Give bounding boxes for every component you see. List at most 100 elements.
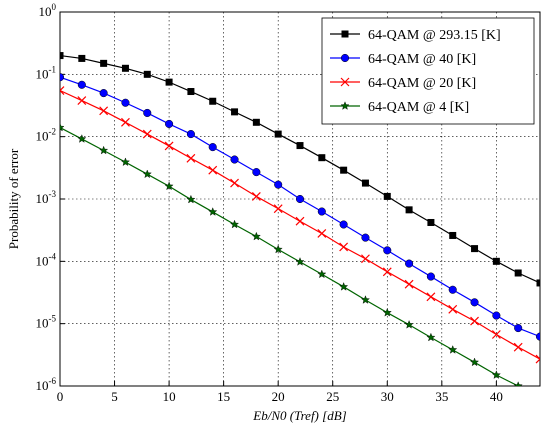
marker xyxy=(121,117,130,127)
marker xyxy=(513,381,523,386)
marker xyxy=(120,157,130,167)
marker xyxy=(492,257,500,265)
marker xyxy=(339,282,349,291)
marker xyxy=(296,142,304,150)
marker xyxy=(186,130,195,139)
x-tick-label: 0 xyxy=(57,389,64,404)
legend-marker xyxy=(340,77,350,87)
marker xyxy=(230,178,239,188)
marker xyxy=(165,119,174,128)
marker xyxy=(426,292,436,302)
marker xyxy=(100,59,108,67)
marker xyxy=(295,257,305,266)
marker xyxy=(77,96,87,105)
y-tick-label: 100 xyxy=(39,2,57,19)
y-tick-label: 10-1 xyxy=(36,64,57,81)
line xyxy=(60,127,519,386)
marker xyxy=(186,194,196,204)
marker xyxy=(78,54,86,62)
marker xyxy=(121,64,129,72)
marker xyxy=(514,324,523,333)
legend-label: 64-QAM @ 293.15 [K] xyxy=(368,28,501,43)
marker xyxy=(361,179,369,187)
marker xyxy=(361,254,370,264)
marker xyxy=(252,168,261,177)
marker xyxy=(448,304,458,314)
line xyxy=(60,89,540,360)
marker xyxy=(426,332,436,342)
marker xyxy=(448,285,457,294)
marker xyxy=(383,246,392,255)
marker xyxy=(427,218,435,226)
marker xyxy=(536,279,540,287)
y-tick-label: 10-4 xyxy=(36,251,57,268)
marker xyxy=(295,216,305,226)
marker xyxy=(339,220,348,229)
legend-marker xyxy=(341,30,349,38)
marker xyxy=(273,244,283,254)
x-tick-label: 25 xyxy=(326,389,339,404)
marker xyxy=(491,370,501,379)
marker xyxy=(405,259,414,268)
marker xyxy=(514,269,522,277)
marker xyxy=(252,118,260,126)
marker xyxy=(142,129,152,139)
marker xyxy=(491,330,501,339)
marker xyxy=(77,80,86,89)
marker xyxy=(208,143,217,152)
marker xyxy=(230,219,240,229)
marker xyxy=(60,122,65,132)
marker xyxy=(99,106,109,116)
marker xyxy=(470,357,480,367)
y-tick-label: 10-6 xyxy=(36,376,57,393)
marker xyxy=(208,207,218,216)
marker xyxy=(209,97,217,105)
marker xyxy=(142,169,152,179)
marker xyxy=(60,52,64,60)
legend-label: 64-QAM @ 4 [K] xyxy=(368,100,469,115)
x-tick-label: 10 xyxy=(163,389,176,404)
marker xyxy=(317,207,326,216)
marker xyxy=(251,191,261,201)
marker xyxy=(404,279,414,289)
marker xyxy=(513,342,523,352)
marker xyxy=(143,70,151,78)
series xyxy=(60,122,523,386)
x-tick-label: 20 xyxy=(272,389,285,404)
y-axis-label: Probability of error xyxy=(6,148,21,249)
marker xyxy=(99,89,108,98)
marker xyxy=(317,229,327,238)
marker xyxy=(60,86,65,95)
marker xyxy=(405,206,413,214)
marker xyxy=(60,73,65,82)
legend-label: 64-QAM @ 40 [K] xyxy=(368,52,476,67)
marker xyxy=(187,88,195,96)
marker xyxy=(121,98,130,107)
series xyxy=(60,86,540,364)
marker xyxy=(535,354,540,364)
plot-frame xyxy=(59,11,541,387)
marker xyxy=(383,192,391,200)
marker xyxy=(99,145,109,155)
marker xyxy=(164,181,174,191)
marker xyxy=(208,165,218,175)
series xyxy=(60,73,540,341)
x-tick-label: 40 xyxy=(490,389,503,404)
marker xyxy=(448,345,458,354)
marker xyxy=(471,245,479,253)
x-axis-label: Eb/N0 (Tref) [dB] xyxy=(252,408,346,423)
series xyxy=(60,52,540,287)
marker xyxy=(143,108,152,118)
marker xyxy=(382,307,392,317)
x-tick-label: 35 xyxy=(435,389,448,404)
marker xyxy=(535,332,540,341)
x-tick-label: 5 xyxy=(111,389,118,404)
x-tick-label: 30 xyxy=(381,389,394,404)
marker xyxy=(165,78,173,86)
marker xyxy=(251,231,261,241)
marker xyxy=(449,231,457,239)
legend-label: 64-QAM @ 20 [K] xyxy=(368,76,476,91)
x-tick-label: 15 xyxy=(217,389,230,404)
y-tick-label: 10-5 xyxy=(36,314,57,331)
